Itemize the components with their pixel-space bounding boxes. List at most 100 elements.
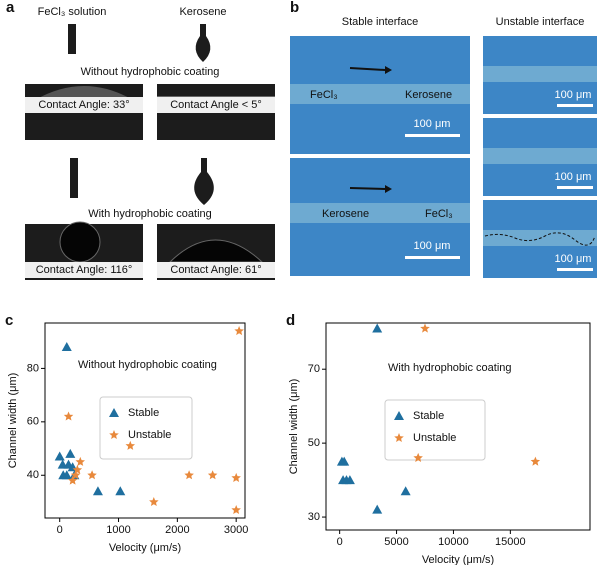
droplet-shape: [35, 86, 133, 100]
label-box: [25, 97, 143, 113]
legend-box: [384, 399, 486, 461]
channel: [290, 203, 470, 223]
column-header: Stable interface: [342, 16, 418, 28]
y-tick-label: 70: [308, 363, 320, 375]
contact-angle: Contact Angle: 61°: [170, 264, 261, 276]
data-point: [231, 505, 241, 514]
droplet-shape: [168, 239, 264, 263]
data-point: [70, 470, 81, 480]
channel: [483, 148, 597, 164]
label-box: [157, 97, 275, 113]
y-tick-label: 60: [27, 416, 39, 428]
plot-frame: [44, 322, 246, 519]
fluid-label: Kerosene: [322, 208, 369, 220]
legend-marker: [394, 411, 404, 420]
y-tick-label: 40: [27, 469, 39, 481]
condition-label: Without hydrophobic coating: [81, 66, 220, 78]
data-point: [234, 326, 244, 336]
fluid-label: Kerosene: [405, 89, 452, 101]
scale-bar: [557, 186, 593, 189]
x-tick-label: 1000: [106, 524, 130, 536]
data-point: [231, 472, 241, 482]
legend-marker: [394, 433, 404, 442]
data-point: [54, 451, 65, 461]
label-box: [25, 262, 143, 278]
x-tick-label: 0: [57, 524, 63, 536]
x-tick-label: 10000: [438, 536, 469, 548]
data-point: [372, 504, 383, 514]
data-point: [61, 342, 72, 352]
panel-label: d: [286, 312, 295, 329]
data-point: [184, 470, 194, 480]
data-point: [92, 486, 103, 496]
scale-label: 100 μm: [555, 171, 592, 183]
data-point: [420, 323, 430, 333]
droplet-image: [70, 158, 78, 198]
y-tick-label: 30: [308, 511, 320, 523]
data-point: [339, 456, 350, 466]
flow-arrow: [349, 187, 386, 190]
scale-label: 100 μm: [414, 118, 451, 130]
y-tick-label: 80: [27, 362, 39, 374]
data-point: [372, 323, 383, 333]
scale-label: 100 μm: [414, 240, 451, 252]
fluid-label: FeCl₃: [425, 208, 453, 220]
x-tick-label: 0: [337, 536, 343, 548]
channel: [290, 84, 470, 104]
condition-label: With hydrophobic coating: [88, 208, 212, 220]
data-point: [344, 475, 355, 485]
x-tick-label: 3000: [224, 524, 248, 536]
data-point: [67, 475, 78, 485]
scale-bar: [405, 256, 460, 259]
legend-marker: [109, 430, 119, 439]
annotation: Without hydrophobic coating: [78, 359, 217, 371]
y-axis-label: Channel width (μm): [7, 373, 19, 469]
data-point: [125, 440, 135, 450]
y-tick-label: 50: [308, 437, 320, 449]
x-tick-label: 2000: [165, 524, 189, 536]
interface: [484, 232, 596, 246]
panel-label: a: [6, 0, 15, 16]
contact-angle: Contact Angle < 5°: [170, 99, 262, 111]
droplet-image: [68, 24, 76, 54]
scale-label: 100 μm: [555, 253, 592, 265]
column-header: Unstable interface: [496, 16, 585, 28]
scale-label: 100 μm: [555, 89, 592, 101]
x-axis-label: Velocity (μm/s): [109, 542, 181, 554]
channel: [483, 66, 597, 82]
flow-arrow: [349, 67, 386, 71]
data-point: [63, 411, 74, 421]
legend-label: Stable: [128, 407, 159, 419]
panel-label: b: [290, 0, 299, 16]
data-point: [61, 470, 72, 480]
data-point: [400, 486, 411, 496]
contact-angle: Contact Angle: 116°: [36, 264, 133, 276]
droplet-shape: [59, 221, 101, 263]
legend-label: Stable: [413, 410, 444, 422]
data-point: [65, 448, 76, 458]
data-point: [115, 486, 126, 496]
fluid-label: Kerosene: [179, 6, 226, 18]
scale-bar: [557, 268, 593, 271]
data-point: [207, 470, 218, 480]
x-tick-label: 5000: [384, 536, 408, 548]
legend-marker: [109, 408, 119, 417]
contact-angle: Contact Angle: 33°: [38, 99, 129, 111]
scale-bar: [557, 104, 593, 107]
scale-bar: [405, 134, 460, 137]
data-point: [87, 470, 97, 480]
x-tick-label: 15000: [495, 536, 526, 548]
droplet-image: [194, 158, 214, 205]
y-axis-label: Channel width (μm): [288, 379, 300, 475]
label-box: [157, 262, 275, 278]
data-point: [530, 456, 541, 466]
flow-arrow: [385, 185, 392, 193]
plot-frame: [325, 322, 591, 531]
fluid-label: FeCl₃: [310, 89, 338, 101]
data-point: [149, 497, 159, 506]
x-axis-label: Velocity (μm/s): [422, 554, 494, 565]
flow-arrow: [385, 66, 392, 74]
panel-label: c: [5, 312, 13, 329]
legend-label: Unstable: [128, 429, 171, 441]
